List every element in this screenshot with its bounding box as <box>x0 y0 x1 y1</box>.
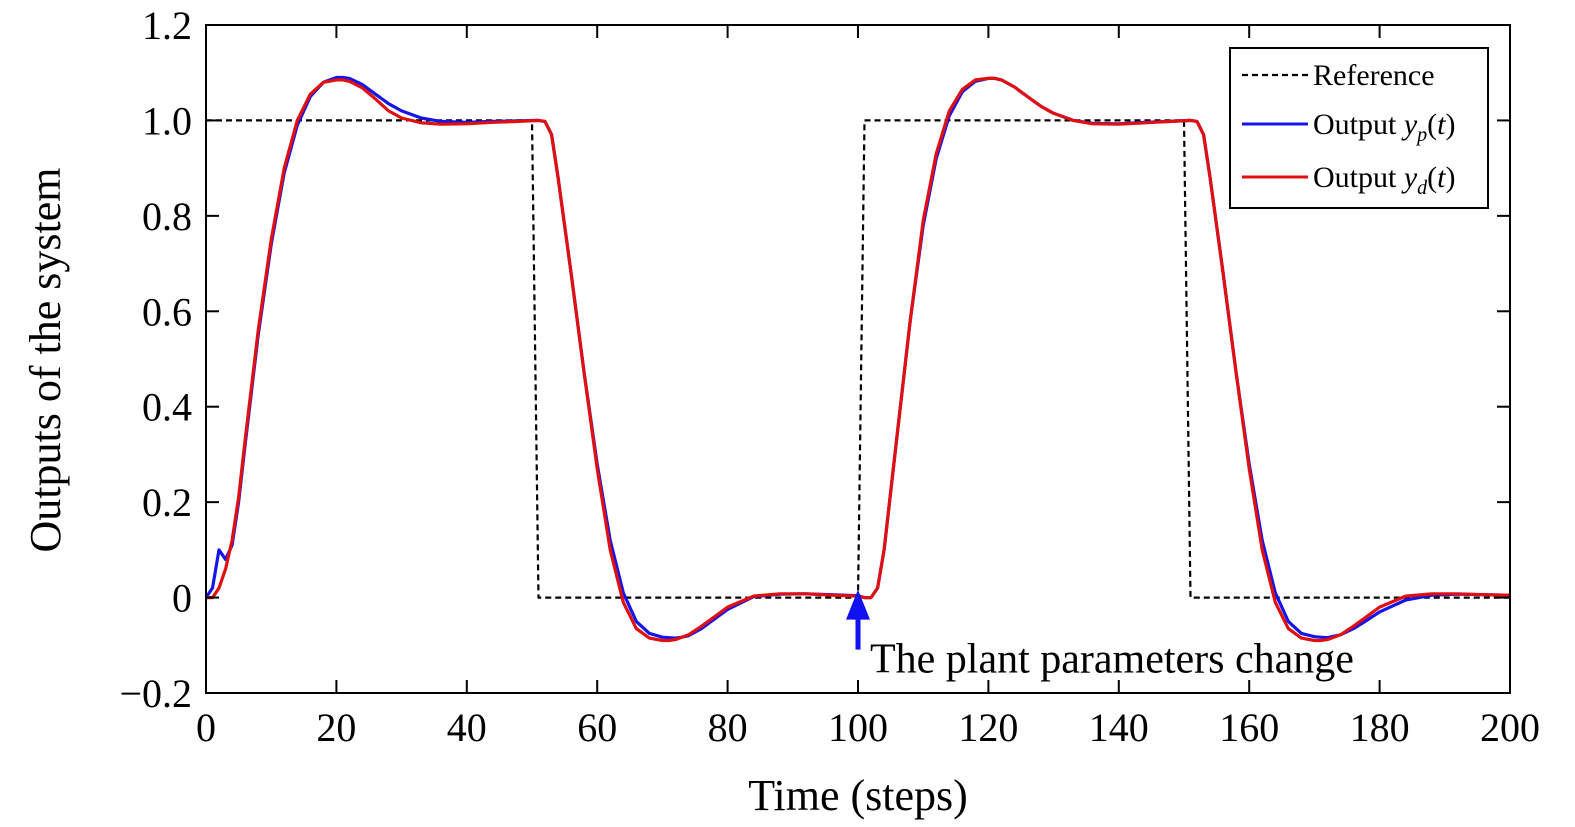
legend-entry-prefix: Output <box>1313 108 1404 141</box>
x-tick-label: 0 <box>196 705 216 750</box>
axes-layer: 0 20 40 60 80 100 120 140 160 180 200−0.200.20.40.… <box>119 3 1540 750</box>
y-tick-label: 0.6 <box>142 289 192 334</box>
y-axis-label: Outputs of the system <box>21 168 70 553</box>
legend-entry-prefix: Reference <box>1313 59 1435 92</box>
series-line-reference <box>206 119 1510 599</box>
x-tick-label: 80 <box>708 705 748 750</box>
annotation-text: The plant parameters change <box>870 637 1354 683</box>
x-tick-label: 60 <box>577 705 617 750</box>
legend-entry-subscript: p <box>1415 124 1427 146</box>
y-tick-label: 1.2 <box>142 3 192 48</box>
legend-entry-prefix: Output <box>1313 161 1404 194</box>
x-tick-label: 200 <box>1480 705 1540 750</box>
y-tick-label: 0 <box>172 576 192 621</box>
x-tick-label: 20 <box>316 705 356 750</box>
x-tick-label: 120 <box>958 705 1018 750</box>
y-tick-label: 0.2 <box>142 480 192 525</box>
legend-entry-paren-open: ( <box>1427 161 1437 194</box>
legend-entry-paren-close: ) <box>1446 161 1456 194</box>
y-tick-label: 1.0 <box>142 98 192 143</box>
x-tick-label: 160 <box>1219 705 1279 750</box>
x-tick-label: 40 <box>447 705 487 750</box>
legend-entry-var: y <box>1401 161 1418 194</box>
legend-entry-arg: t <box>1437 108 1446 141</box>
legend-entry-text: Output yp(t) <box>1313 108 1456 146</box>
legend-entry-subscript: d <box>1417 177 1428 199</box>
y-tick-label: 0.4 <box>142 385 192 430</box>
x-tick-label: 140 <box>1089 705 1149 750</box>
legend-entry-paren-close: ) <box>1446 108 1456 141</box>
legend-entry-text: Output yd(t) <box>1313 161 1456 199</box>
y-tick-label: 0.8 <box>142 194 192 239</box>
annotation-layer: The plant parameters change <box>846 589 1354 683</box>
legend-entry-paren-open: ( <box>1427 108 1437 141</box>
y-tick-label: −0.2 <box>119 671 192 716</box>
legend-entry-var: y <box>1401 108 1418 141</box>
legend-entry-arg: t <box>1437 161 1446 194</box>
legend-entry-text: Reference <box>1313 59 1435 92</box>
x-tick-label: 180 <box>1350 705 1410 750</box>
x-tick-label: 100 <box>828 705 888 750</box>
x-axis-label: Time (steps) <box>748 771 968 820</box>
annotation-arrow-head <box>846 589 870 620</box>
